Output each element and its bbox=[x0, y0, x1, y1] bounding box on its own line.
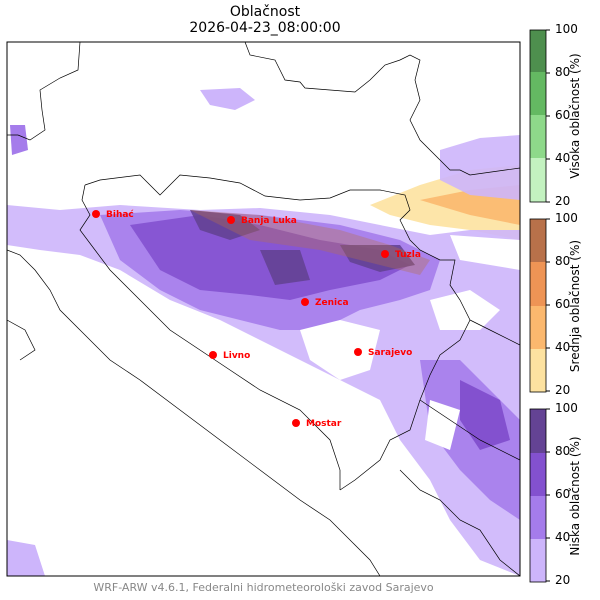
city-label: Tuzla bbox=[395, 250, 421, 260]
city-marker bbox=[354, 348, 362, 356]
country-borders bbox=[7, 42, 520, 576]
colorbar-tick: 100 bbox=[555, 22, 578, 36]
colorbar-low bbox=[529, 408, 547, 583]
map-frame bbox=[6, 41, 521, 577]
low-cloud-area bbox=[440, 135, 520, 200]
city-label: Zenica bbox=[315, 298, 349, 308]
city-label: Livno bbox=[223, 351, 250, 361]
clear-area bbox=[300, 320, 380, 380]
colorbar-high-label: Visoka oblačnost (%) bbox=[568, 53, 582, 179]
low-cloud-area bbox=[340, 245, 415, 272]
city-label: Banja Luka bbox=[241, 216, 297, 226]
low-cloud-area bbox=[260, 250, 310, 285]
footer-credit: WRF-ARW v4.6.1, Federalni hidrometeorolo… bbox=[93, 581, 434, 594]
colorbar-tick: 20 bbox=[555, 573, 571, 587]
medium-cloud-area bbox=[190, 210, 430, 275]
city-marker bbox=[301, 298, 309, 306]
low-cloud-area bbox=[460, 380, 510, 450]
colorbar-low-label: Niska oblačnost (%) bbox=[568, 436, 582, 556]
colorbar-tick: 80 bbox=[555, 65, 571, 79]
colorbar-tick: 40 bbox=[555, 530, 571, 544]
colorbar-medium-label: Srednja oblačnost (%) bbox=[568, 239, 582, 373]
colorbar-tick: 100 bbox=[555, 401, 578, 415]
city-marker bbox=[227, 216, 235, 224]
map-title: Oblačnost bbox=[229, 4, 301, 20]
city-markers: Bihać Banja Luka Tuzla Zenica Sarajevo Livno M… bbox=[92, 209, 421, 429]
colorbar-tick: 60 bbox=[555, 108, 571, 122]
low-cloud-area bbox=[10, 125, 28, 155]
clear-area bbox=[425, 400, 460, 450]
colorbar-tick: 20 bbox=[555, 194, 571, 208]
city-label: Sarajevo bbox=[368, 348, 412, 358]
low-cloud-area bbox=[7, 540, 45, 576]
low-cloud-area bbox=[200, 88, 255, 110]
colorbar-medium bbox=[529, 218, 547, 393]
colorbar-tick: 60 bbox=[555, 487, 571, 501]
city-marker bbox=[209, 351, 217, 359]
colorbar-tick: 40 bbox=[555, 151, 571, 165]
cloud-layers bbox=[7, 88, 520, 576]
city-marker bbox=[292, 419, 300, 427]
colorbar-tick: 20 bbox=[555, 383, 571, 397]
city-marker bbox=[381, 250, 389, 258]
city-label: Mostar bbox=[306, 419, 342, 429]
city-marker bbox=[92, 210, 100, 218]
map-timestamp: 2026-04-23_08:00:00 bbox=[189, 20, 341, 36]
colorbar-tick: 100 bbox=[555, 211, 578, 225]
city-label: Bihać bbox=[106, 209, 134, 220]
colorbar-tick: 80 bbox=[555, 444, 571, 458]
colorbar-tick: 60 bbox=[555, 297, 571, 311]
clear-area bbox=[450, 235, 520, 270]
colorbar-high bbox=[529, 29, 547, 203]
colorbar-tick: 40 bbox=[555, 340, 571, 354]
colorbar-tick: 80 bbox=[555, 254, 571, 268]
low-cloud-area bbox=[190, 210, 260, 240]
